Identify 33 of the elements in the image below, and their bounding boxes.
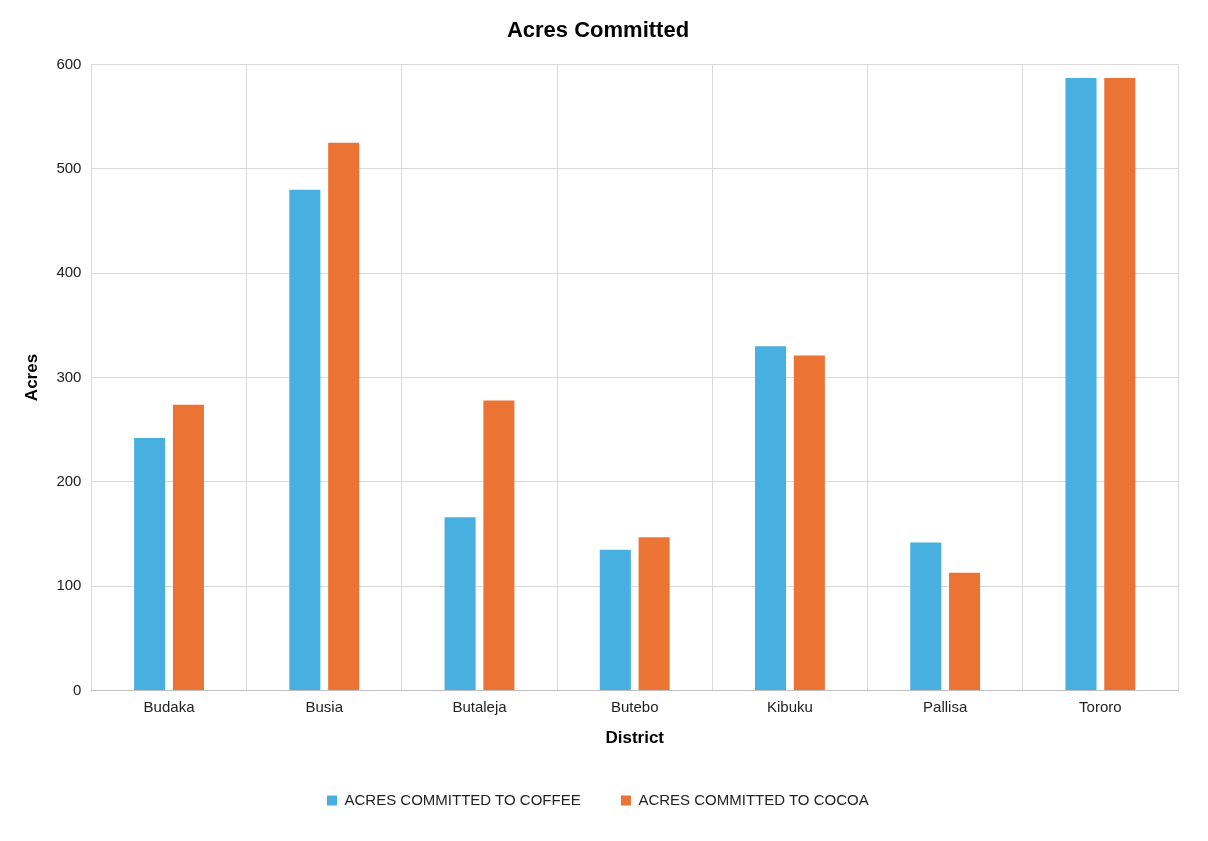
y-tick-label: 0 xyxy=(73,680,82,698)
y-tick-label: 500 xyxy=(56,158,82,176)
bar xyxy=(1065,77,1097,691)
legend-label: ACRES COMMITTED TO COCOA xyxy=(638,790,869,808)
x-tick-label: Butebo xyxy=(610,697,659,715)
bar xyxy=(949,572,981,691)
bar xyxy=(134,438,166,691)
x-tick-label: Budaka xyxy=(143,697,196,715)
bar xyxy=(1104,77,1136,691)
x-tick-label: Busia xyxy=(305,697,344,715)
bar xyxy=(289,189,321,691)
bar xyxy=(755,346,787,691)
y-tick-label: 300 xyxy=(56,367,82,385)
bar xyxy=(328,142,360,691)
bar xyxy=(483,400,515,691)
bar xyxy=(172,404,204,691)
chart-title: Acres Committed xyxy=(506,17,690,43)
legend-label: ACRES COMMITTED TO COFFEE xyxy=(344,790,581,808)
y-tick-label: 400 xyxy=(56,263,82,281)
bar xyxy=(599,549,631,691)
x-tick-label: Kibuku xyxy=(767,697,813,715)
x-tick-label: Pallisa xyxy=(923,697,968,715)
bar xyxy=(638,537,670,691)
x-tick-label: Tororo xyxy=(1079,697,1122,715)
y-axis-title: Acres xyxy=(21,353,41,402)
x-tick-label: Butaleja xyxy=(452,697,508,715)
bar xyxy=(444,517,476,691)
bar xyxy=(793,355,825,691)
y-tick-label: 100 xyxy=(56,576,82,594)
bar xyxy=(910,542,942,691)
x-axis-title: District xyxy=(605,728,665,748)
y-tick-label: 600 xyxy=(56,54,82,72)
y-tick-label: 200 xyxy=(56,472,82,490)
